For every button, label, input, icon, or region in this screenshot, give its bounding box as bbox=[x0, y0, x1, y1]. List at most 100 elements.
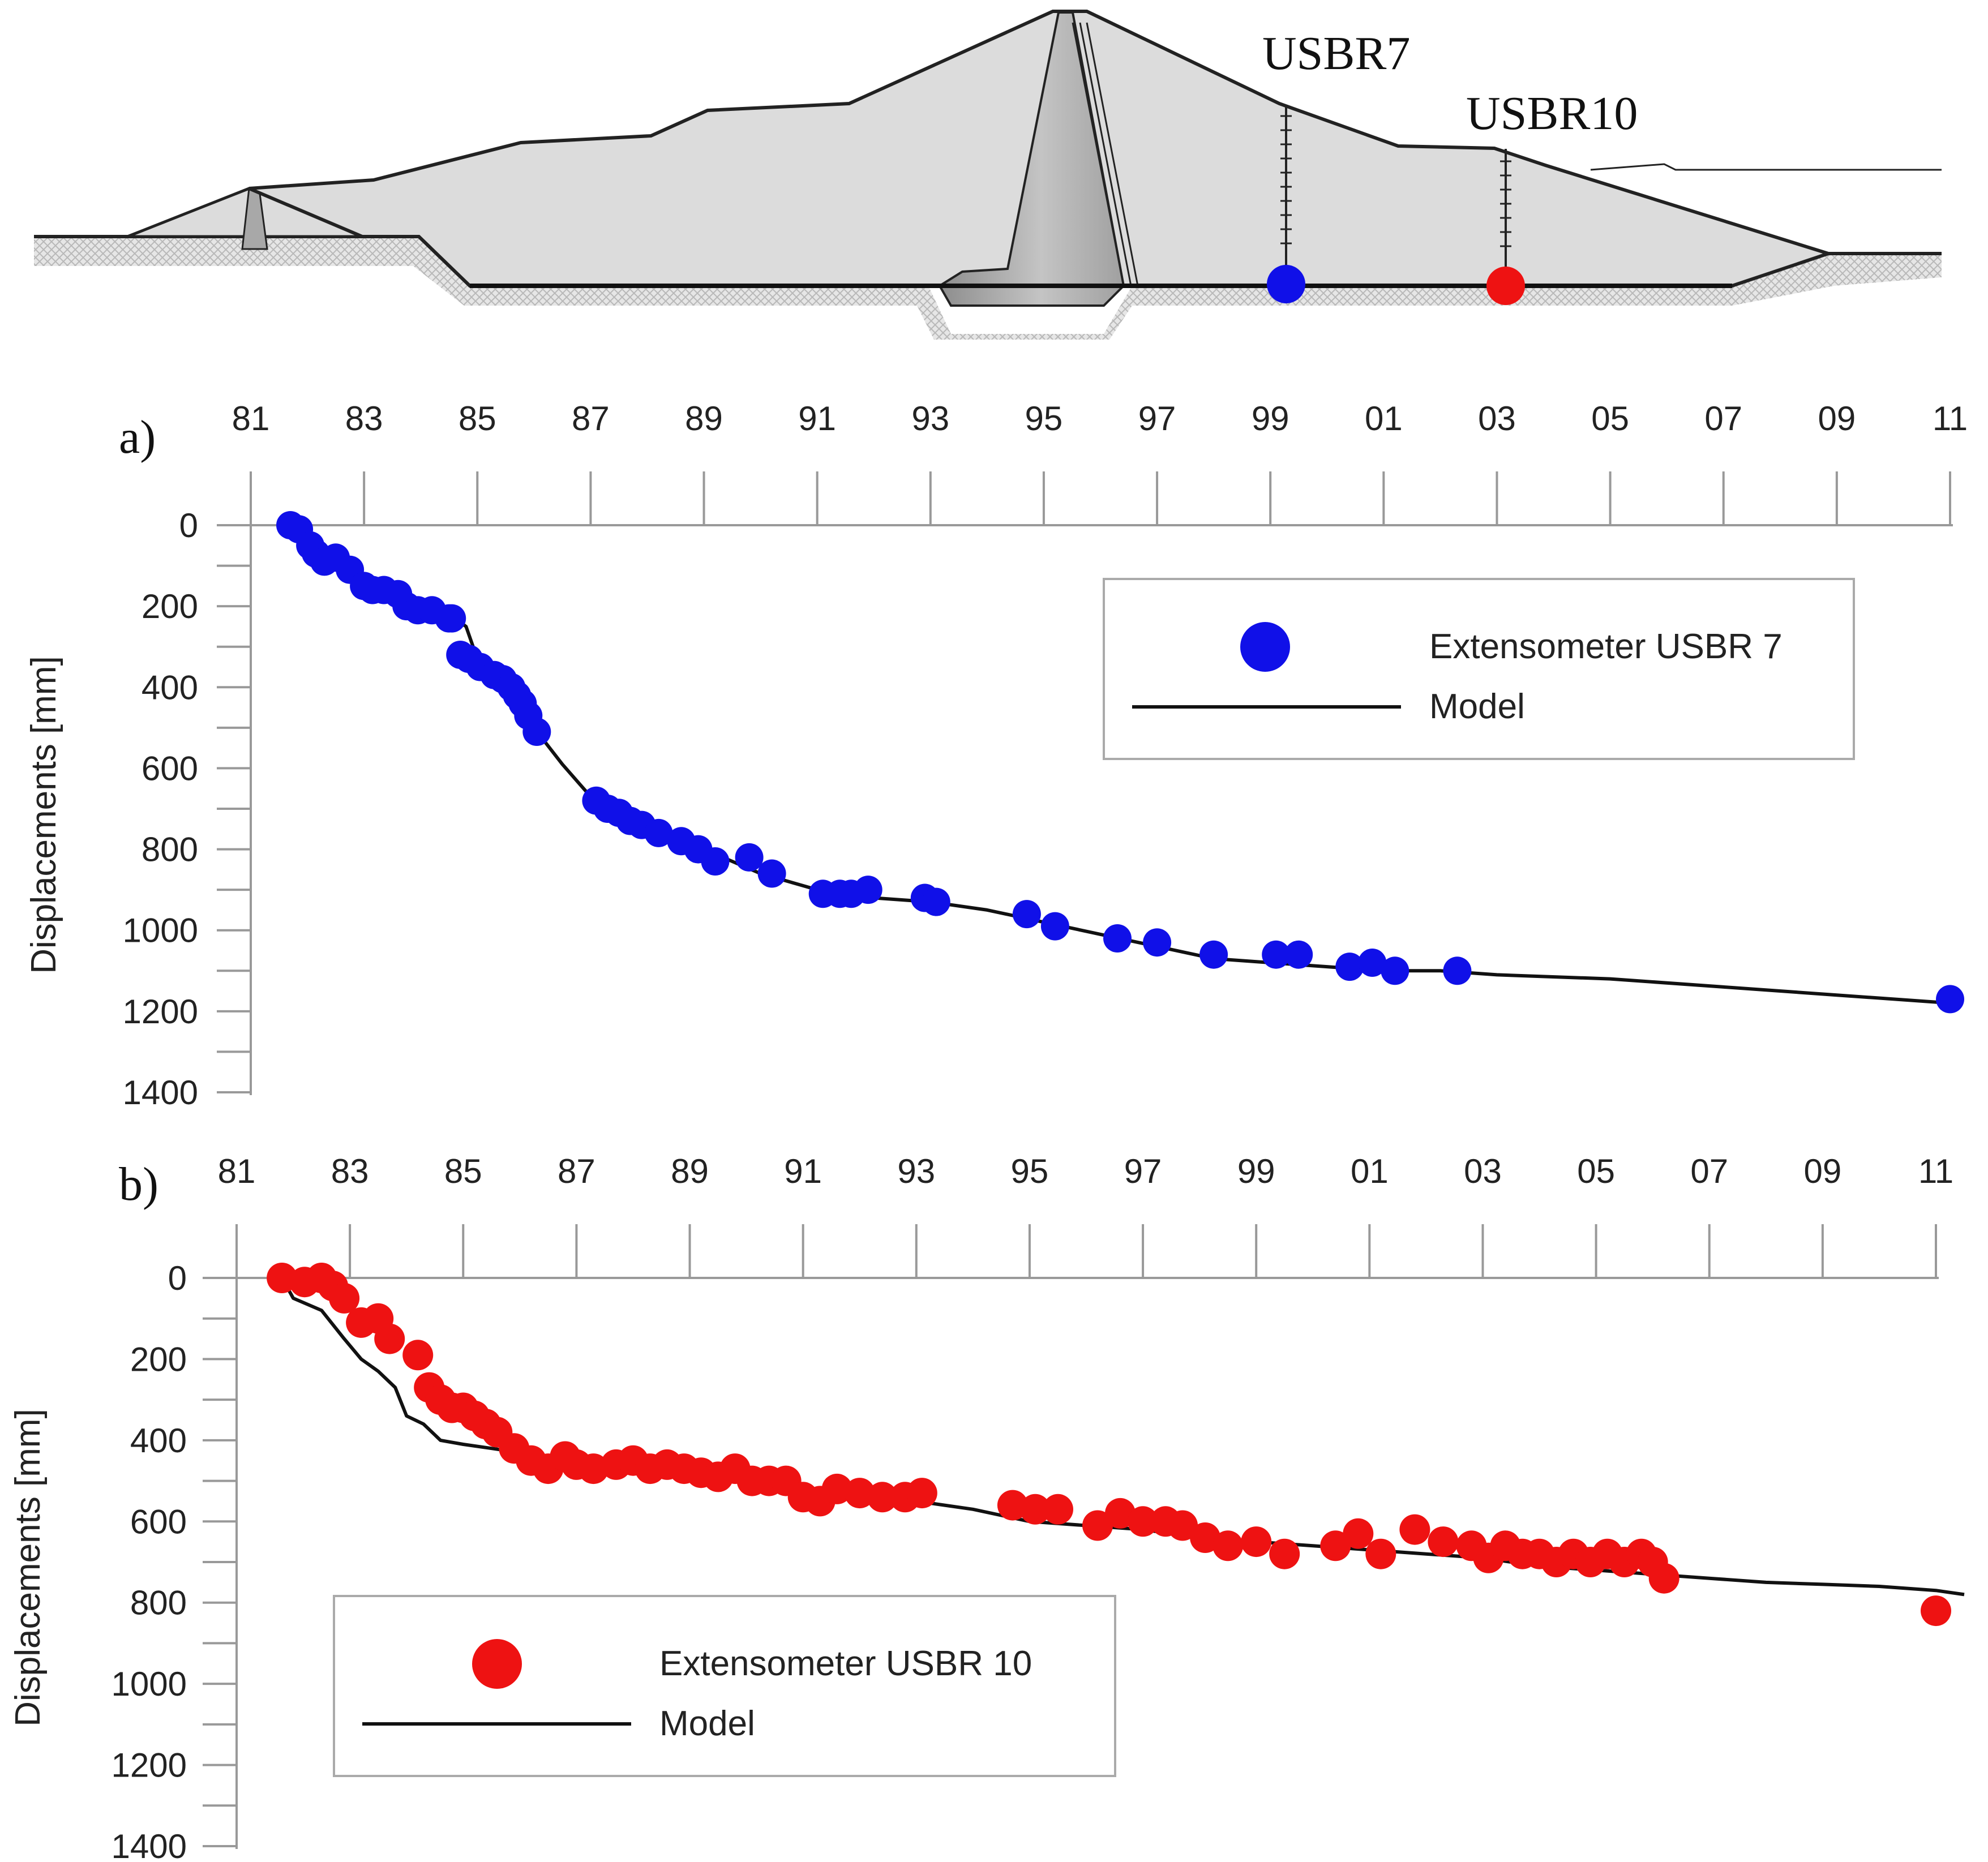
data-point bbox=[735, 843, 764, 872]
legend-usbr10-label: Extensometer USBR 10 bbox=[659, 1644, 1032, 1683]
chart-a-y-tick-label: 400 bbox=[142, 668, 198, 706]
data-point bbox=[1103, 924, 1132, 953]
data-point bbox=[1365, 1538, 1396, 1569]
chart-b-ylabel: Displacements [mm] bbox=[8, 1409, 48, 1727]
chart-b-model-path bbox=[280, 1277, 1965, 1597]
data-point bbox=[578, 1453, 609, 1485]
data-point bbox=[844, 1478, 875, 1509]
chart-b-y-tick-label: 1400 bbox=[112, 1827, 187, 1862]
chart-a-axes: 81 83 85 87 89 91 93 95 97 99 01 03 05 07 09 11 0 200 400 6… bbox=[123, 400, 1968, 1112]
panel-label-b: b) bbox=[119, 1158, 158, 1211]
data-point bbox=[1428, 1526, 1459, 1558]
chart-b-y-tick-label: 1200 bbox=[112, 1747, 187, 1784]
chart-b-x-tick-label: 05 bbox=[1577, 1152, 1615, 1190]
data-point bbox=[1443, 956, 1472, 985]
chart-a-x-tick-label: 81 bbox=[232, 400, 270, 437]
data-point bbox=[1082, 1510, 1113, 1541]
chart-b-x-tick-label: 99 bbox=[1237, 1152, 1275, 1190]
chart-b-x-tick-label: 89 bbox=[671, 1152, 709, 1190]
chart-a-legend-box bbox=[1103, 578, 1855, 760]
data-point bbox=[522, 718, 551, 746]
data-point bbox=[1262, 940, 1291, 969]
legend-usbr7-marker bbox=[1240, 622, 1290, 672]
legend-usbr10-marker bbox=[472, 1639, 522, 1689]
data-point bbox=[402, 1340, 434, 1371]
legend-model-label-b: Model bbox=[659, 1704, 755, 1743]
data-point bbox=[854, 876, 882, 904]
data-point bbox=[329, 1282, 360, 1314]
data-point bbox=[757, 859, 786, 888]
chart-a-ylabel: Displacements [mm] bbox=[24, 656, 63, 974]
data-point bbox=[438, 604, 466, 633]
chart-a-y-tick-label: 600 bbox=[142, 749, 198, 787]
data-point bbox=[1040, 912, 1069, 941]
chart-a-x-tick-label: 93 bbox=[911, 400, 949, 437]
data-point bbox=[1320, 1530, 1351, 1561]
core-filter-strip bbox=[1072, 22, 1139, 286]
chart-a-x-tick-label: 03 bbox=[1478, 400, 1516, 437]
chart-b-x-tick-label: 93 bbox=[897, 1152, 935, 1190]
chart-a-y-tick-label: 0 bbox=[179, 507, 198, 544]
chart-a-legend: Extensometer USBR 7 Model bbox=[1103, 578, 1855, 760]
chart-b-axes: 81 83 85 87 89 91 93 95 97 99 01 03 05 07 09 11 0 200 400 6… bbox=[112, 1152, 1954, 1862]
data-point bbox=[1284, 940, 1313, 969]
data-point bbox=[1043, 1494, 1073, 1525]
chart-b-x-tick-label: 97 bbox=[1124, 1152, 1162, 1190]
chart-b-x-tick-label: 85 bbox=[444, 1152, 482, 1190]
chart-a-x-tick-label: 85 bbox=[459, 400, 496, 437]
data-point bbox=[1019, 1494, 1051, 1525]
chart-b-x-tick-label: 09 bbox=[1803, 1152, 1841, 1190]
chart-a-y-tick-label: 1000 bbox=[123, 912, 198, 950]
data-point bbox=[1167, 1510, 1198, 1541]
chart-a-x-tick-label: 95 bbox=[1025, 400, 1063, 437]
data-point bbox=[1921, 1595, 1951, 1627]
chart-b-y-tick-label: 400 bbox=[130, 1422, 187, 1460]
chart-a-y-tick-label: 200 bbox=[142, 587, 198, 625]
data-point bbox=[1399, 1514, 1430, 1545]
chart-b-y-tick-label: 1000 bbox=[112, 1665, 187, 1703]
usbr7-extensometer-column bbox=[1280, 105, 1292, 284]
chart-a-y-tick-label: 800 bbox=[142, 831, 198, 869]
data-point bbox=[1241, 1526, 1272, 1558]
data-point bbox=[1358, 949, 1387, 977]
chart-panel-a: a) 81 83 85 87 89 91 93 95 97 99 01 03 05 07 09 11 0 200 4… bbox=[24, 400, 1968, 1112]
data-point bbox=[867, 1482, 898, 1513]
chart-b-x-tick-label: 95 bbox=[1011, 1152, 1049, 1190]
data-point bbox=[267, 1263, 298, 1293]
chart-a-x-tick-label: 97 bbox=[1138, 400, 1176, 437]
chart-a-x-tick-label: 99 bbox=[1252, 400, 1289, 437]
right-bank-line bbox=[1590, 163, 1942, 171]
dam-cross-section: USBR7 USBR10 bbox=[34, 10, 1942, 340]
chart-a-x-tick-label: 89 bbox=[685, 400, 723, 437]
usbr10-extensometer-column bbox=[1500, 149, 1511, 284]
usbr7-location-marker bbox=[1267, 265, 1305, 303]
chart-b-x-tick-label: 91 bbox=[784, 1152, 822, 1190]
chart-b-x-tick-label: 87 bbox=[558, 1152, 595, 1190]
data-point bbox=[922, 887, 950, 916]
chart-b-x-tick-label: 11 bbox=[1918, 1152, 1953, 1190]
data-point bbox=[1143, 928, 1172, 957]
chart-b-y-tick-label: 600 bbox=[130, 1503, 187, 1541]
data-point bbox=[1335, 953, 1364, 981]
panel-label-a: a) bbox=[119, 411, 156, 464]
chart-a-x-tick-label: 83 bbox=[345, 400, 383, 437]
data-point bbox=[1648, 1563, 1679, 1594]
data-point bbox=[701, 847, 730, 876]
data-point bbox=[997, 1490, 1028, 1521]
dam-core bbox=[938, 11, 1125, 307]
chart-b-legend-box bbox=[333, 1595, 1116, 1777]
chart-b-x-tick-label: 03 bbox=[1464, 1152, 1502, 1190]
data-point bbox=[906, 1478, 937, 1509]
chart-a-y-tick-label: 1200 bbox=[123, 993, 198, 1031]
data-point bbox=[821, 1473, 852, 1504]
chart-a-x-tick-label: 91 bbox=[798, 400, 836, 437]
data-point bbox=[1199, 940, 1228, 969]
data-point bbox=[1128, 1506, 1159, 1537]
chart-b-points bbox=[267, 1263, 1951, 1627]
data-point bbox=[1936, 985, 1964, 1014]
chart-a-x-tick-label: 01 bbox=[1365, 400, 1403, 437]
usbr10-location-marker bbox=[1486, 267, 1525, 305]
chart-panel-b: b) 81 83 85 87 89 91 93 95 97 99 01 03 05 07 09 11 0 200 4… bbox=[8, 1152, 1965, 1862]
data-point bbox=[1343, 1518, 1374, 1549]
